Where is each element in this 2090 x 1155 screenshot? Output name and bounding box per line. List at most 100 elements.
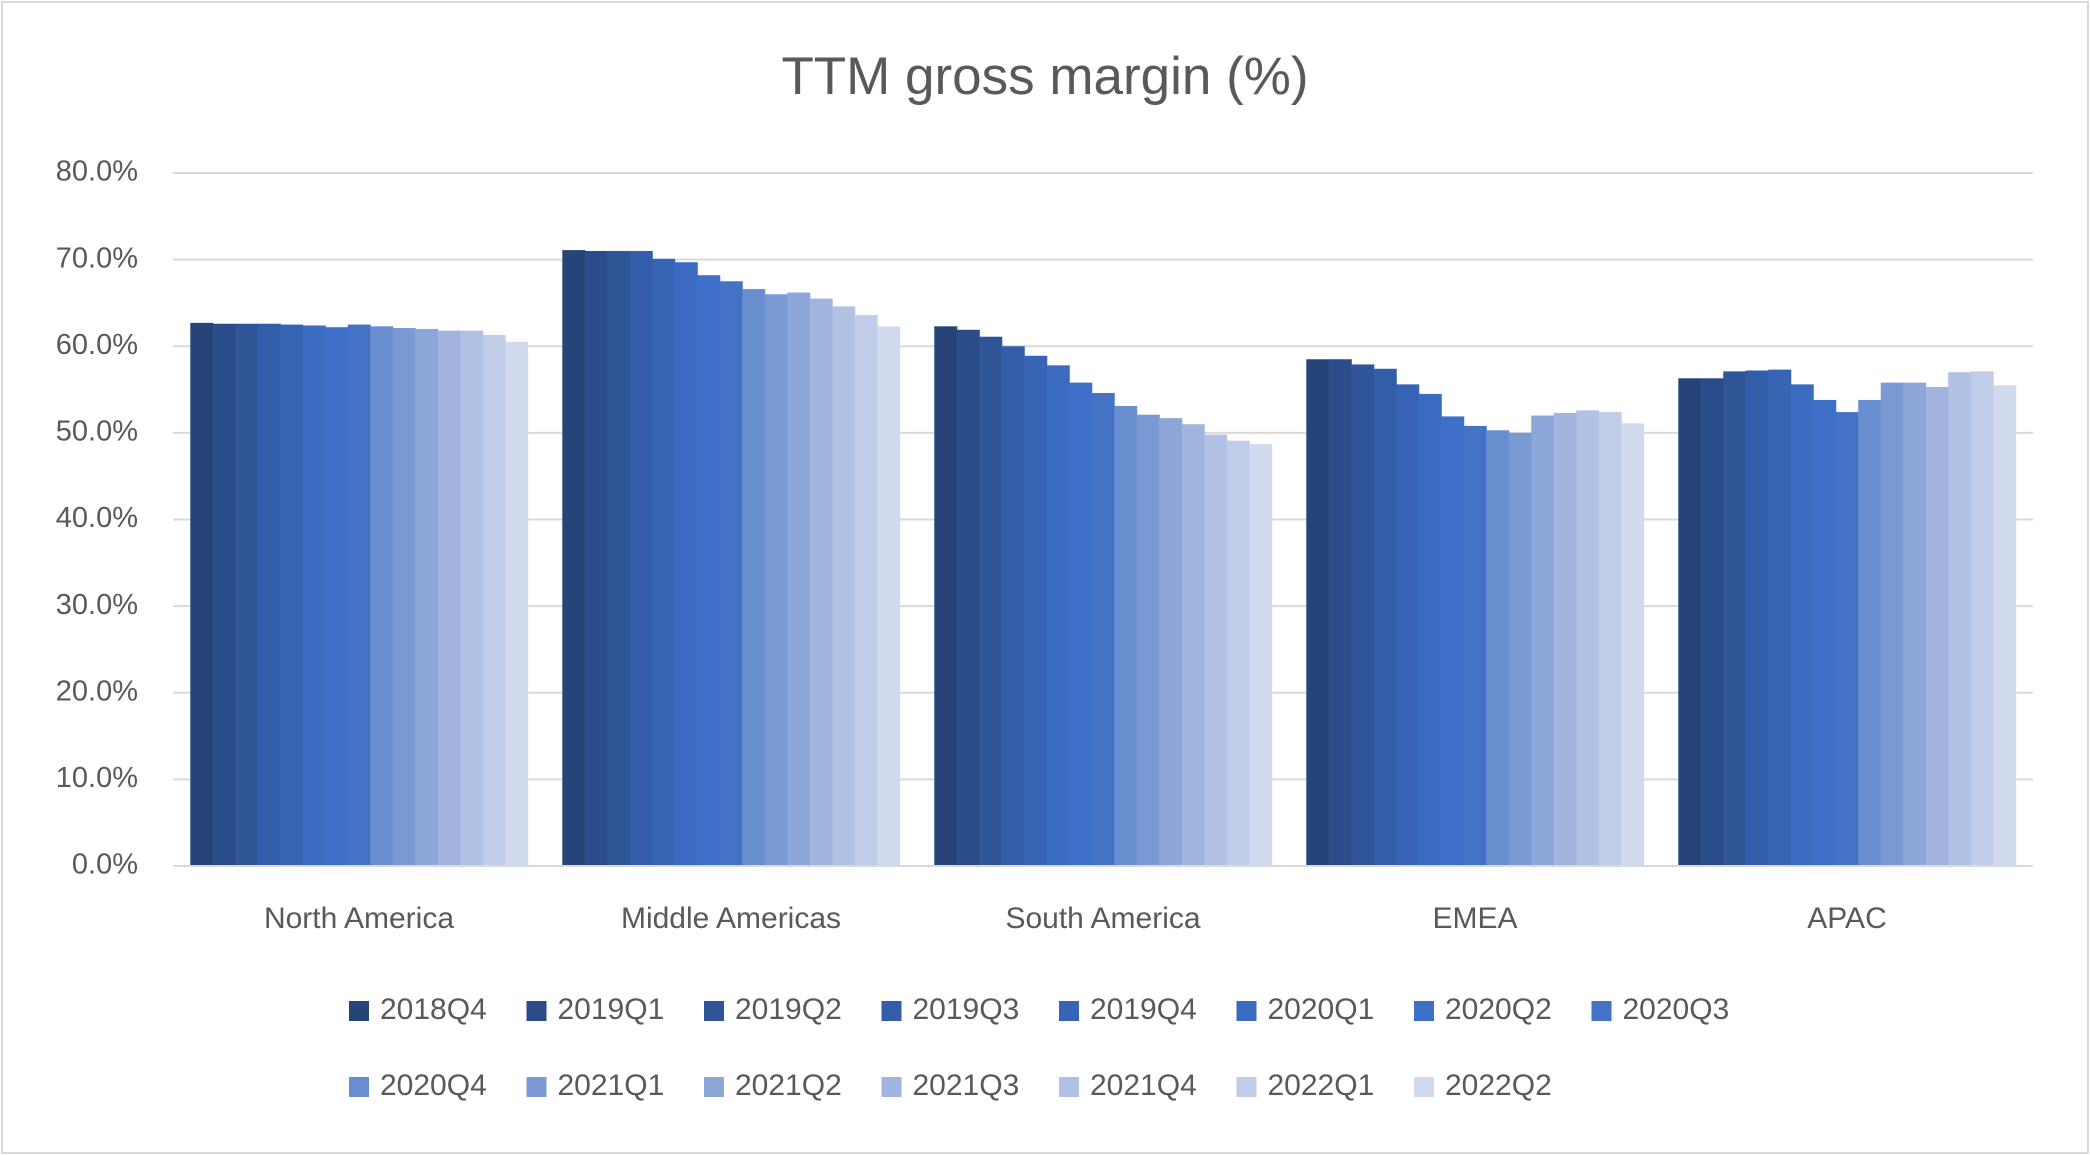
- bar: [1351, 364, 1375, 866]
- bar: [235, 323, 259, 866]
- bar: [1136, 414, 1160, 866]
- x-tick-label: Middle Americas: [621, 902, 841, 935]
- x-tick-label: South America: [1005, 902, 1200, 935]
- legend-swatch: [1236, 1077, 1257, 1097]
- legend-swatch: [881, 1077, 902, 1097]
- legend-label: 2020Q1: [1268, 993, 1375, 1026]
- legend-label: 2019Q3: [913, 993, 1020, 1026]
- bar: [1159, 418, 1183, 866]
- bar: [325, 327, 349, 866]
- y-tick-label: 30.0%: [56, 589, 138, 621]
- bar: [347, 324, 371, 866]
- bar: [1621, 423, 1645, 866]
- bar: [674, 262, 698, 866]
- legend-label: 2022Q2: [1445, 1069, 1552, 1102]
- bar: [1441, 416, 1465, 866]
- bar: [1328, 359, 1352, 866]
- legend-label: 2019Q2: [735, 993, 842, 1026]
- bar: [1745, 370, 1769, 866]
- bar: [1373, 368, 1397, 866]
- bar: [652, 258, 676, 866]
- bar: [1531, 415, 1555, 866]
- bar: [1553, 412, 1577, 866]
- legend-label: 2021Q1: [558, 1069, 665, 1102]
- bar: [1001, 346, 1025, 866]
- legend-swatch: [349, 1001, 369, 1021]
- y-tick-label: 70.0%: [56, 242, 138, 274]
- bar: [302, 325, 326, 867]
- bar: [1114, 406, 1138, 866]
- bar: [370, 326, 394, 866]
- bar: [742, 289, 766, 866]
- bar: [1418, 393, 1442, 866]
- legend-swatch: [704, 1077, 724, 1097]
- bar: [280, 324, 304, 866]
- bar: [877, 326, 901, 866]
- legend-swatch: [1414, 1077, 1434, 1097]
- bar: [764, 294, 788, 866]
- bar: [460, 330, 484, 867]
- bar: [190, 322, 214, 867]
- legend-swatch: [704, 1001, 724, 1021]
- legend-swatch: [1236, 1001, 1257, 1021]
- x-tick-label: APAC: [1807, 902, 1886, 935]
- bar: [1858, 399, 1882, 866]
- bar: [1678, 378, 1702, 866]
- y-tick-label: 40.0%: [56, 502, 138, 534]
- bar: [979, 336, 1003, 866]
- legend-label: 2019Q4: [1090, 993, 1197, 1026]
- bar: [1249, 444, 1273, 866]
- bar: [584, 250, 608, 866]
- legend-label: 2021Q3: [913, 1069, 1020, 1102]
- legend-swatch: [1059, 1077, 1079, 1097]
- x-tick-label: EMEA: [1432, 902, 1517, 935]
- legend-label: 2021Q4: [1090, 1069, 1197, 1102]
- bar: [1463, 425, 1487, 866]
- bar: [956, 329, 980, 866]
- bar: [1723, 371, 1747, 866]
- legend-swatch: [526, 1077, 547, 1097]
- legend-swatch: [1591, 1001, 1612, 1021]
- bar: [1486, 430, 1510, 866]
- bar: [1835, 412, 1859, 866]
- bar: [1768, 369, 1792, 866]
- bar: [1790, 384, 1814, 866]
- bar: [1993, 385, 2017, 866]
- bar: [1204, 434, 1228, 866]
- bar: [1024, 355, 1048, 866]
- bar: [934, 326, 958, 866]
- bar: [1396, 384, 1420, 866]
- bar: [1306, 359, 1330, 866]
- legend-swatch: [881, 1001, 902, 1021]
- bar: [607, 250, 631, 866]
- legend-label: 2020Q2: [1445, 993, 1552, 1026]
- y-tick-label: 80.0%: [56, 156, 138, 188]
- bar: [854, 315, 878, 866]
- bar: [1046, 365, 1070, 866]
- legend-label: 2018Q4: [380, 993, 487, 1026]
- bar: [1226, 440, 1250, 866]
- bar: [1948, 372, 1972, 866]
- bar: [832, 306, 856, 867]
- bar: [629, 250, 653, 866]
- bar: [809, 298, 833, 866]
- bar: [1970, 371, 1994, 866]
- bar: [392, 328, 416, 867]
- bar: [212, 323, 236, 866]
- bar: [1903, 382, 1927, 866]
- y-tick-label: 60.0%: [56, 329, 138, 361]
- legend-swatch: [349, 1077, 369, 1097]
- chart-title: TTM gross margin (%): [781, 47, 1308, 106]
- bar: [1925, 386, 1949, 866]
- x-tick-label: North America: [264, 902, 454, 935]
- legend-swatch: [526, 1001, 547, 1021]
- legend-label: 2020Q4: [380, 1069, 487, 1102]
- bar: [437, 330, 461, 867]
- bar: [719, 281, 743, 866]
- legend-label: 2022Q1: [1268, 1069, 1375, 1102]
- bar: [505, 341, 529, 866]
- bar: [1576, 410, 1600, 866]
- bar: [1508, 432, 1532, 866]
- y-tick-label: 10.0%: [56, 762, 138, 794]
